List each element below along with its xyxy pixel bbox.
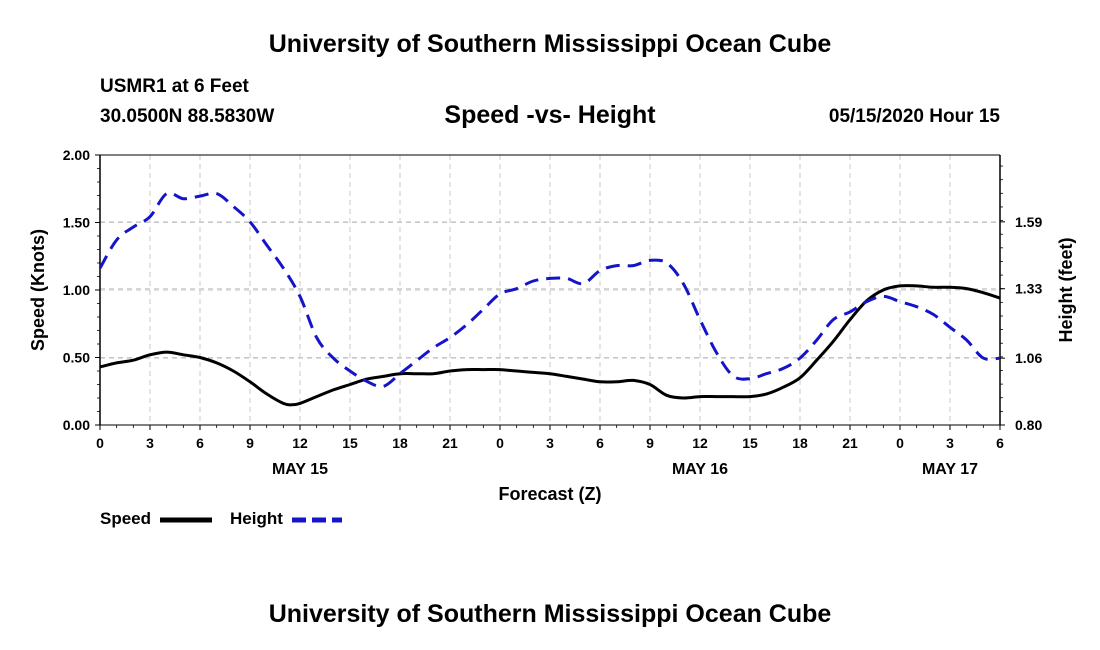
- x-tick-label: 0: [496, 435, 504, 451]
- y2-tick-label: 1.33: [1015, 281, 1042, 297]
- x-tick-label: 6: [196, 435, 204, 451]
- x-tick-label: 3: [546, 435, 554, 451]
- x-tick-label: 15: [742, 435, 758, 451]
- date-label: MAY 16: [672, 461, 728, 478]
- x-axis-label: Forecast (Z): [498, 484, 601, 504]
- x-tick-label: 12: [692, 435, 708, 451]
- footer-title: University of Southern Mississippi Ocean…: [268, 600, 832, 628]
- y-tick-label: 1.50: [63, 215, 90, 231]
- legend-height-label: Height: [230, 509, 283, 528]
- x-tick-label: 0: [96, 435, 104, 451]
- x-tick-label: 21: [842, 435, 858, 451]
- x-tick-label: 6: [996, 435, 1004, 451]
- station-label: USMR1 at 6 Feet: [100, 76, 249, 97]
- x-tick-label: 18: [792, 435, 808, 451]
- x-tick-label: 9: [646, 435, 654, 451]
- y-tick-label: 1.00: [63, 282, 90, 298]
- series-line-speed: [99, 284, 1001, 407]
- date-label: MAY 15: [272, 461, 328, 478]
- date-label: MAY 17: [922, 461, 978, 478]
- series-line-height: [98, 191, 1001, 389]
- x-tick-label: 12: [292, 435, 308, 451]
- y2-tick-label: 1.06: [1015, 350, 1042, 366]
- x-tick-label: 21: [442, 435, 458, 451]
- y-tick-label: 0.50: [63, 350, 90, 366]
- x-tick-label: 3: [946, 435, 954, 451]
- coordinates-label: 30.0500N 88.5830W: [100, 106, 275, 127]
- x-tick-label: 18: [392, 435, 408, 451]
- x-tick-label: 15: [342, 435, 358, 451]
- y2-tick-label: 0.80: [1015, 417, 1042, 433]
- page-title: University of Southern Mississippi Ocean…: [268, 30, 832, 58]
- y2-tick-label: 1.59: [1015, 214, 1042, 230]
- y2-axis-label: Height (feet): [1056, 238, 1076, 343]
- x-tick-label: 9: [246, 435, 254, 451]
- y-axis-label: Speed (Knots): [28, 229, 48, 351]
- y-tick-label: 0.00: [63, 417, 90, 433]
- x-tick-label: 0: [896, 435, 904, 451]
- y-tick-label: 2.00: [63, 147, 90, 163]
- chart-subtitle: Speed -vs- Height: [444, 101, 656, 129]
- forecast-datetime: 05/15/2020 Hour 15: [828, 106, 1000, 127]
- legend-speed-label: Speed: [100, 509, 152, 528]
- x-tick-label: 3: [146, 435, 154, 451]
- x-tick-label: 6: [596, 435, 604, 451]
